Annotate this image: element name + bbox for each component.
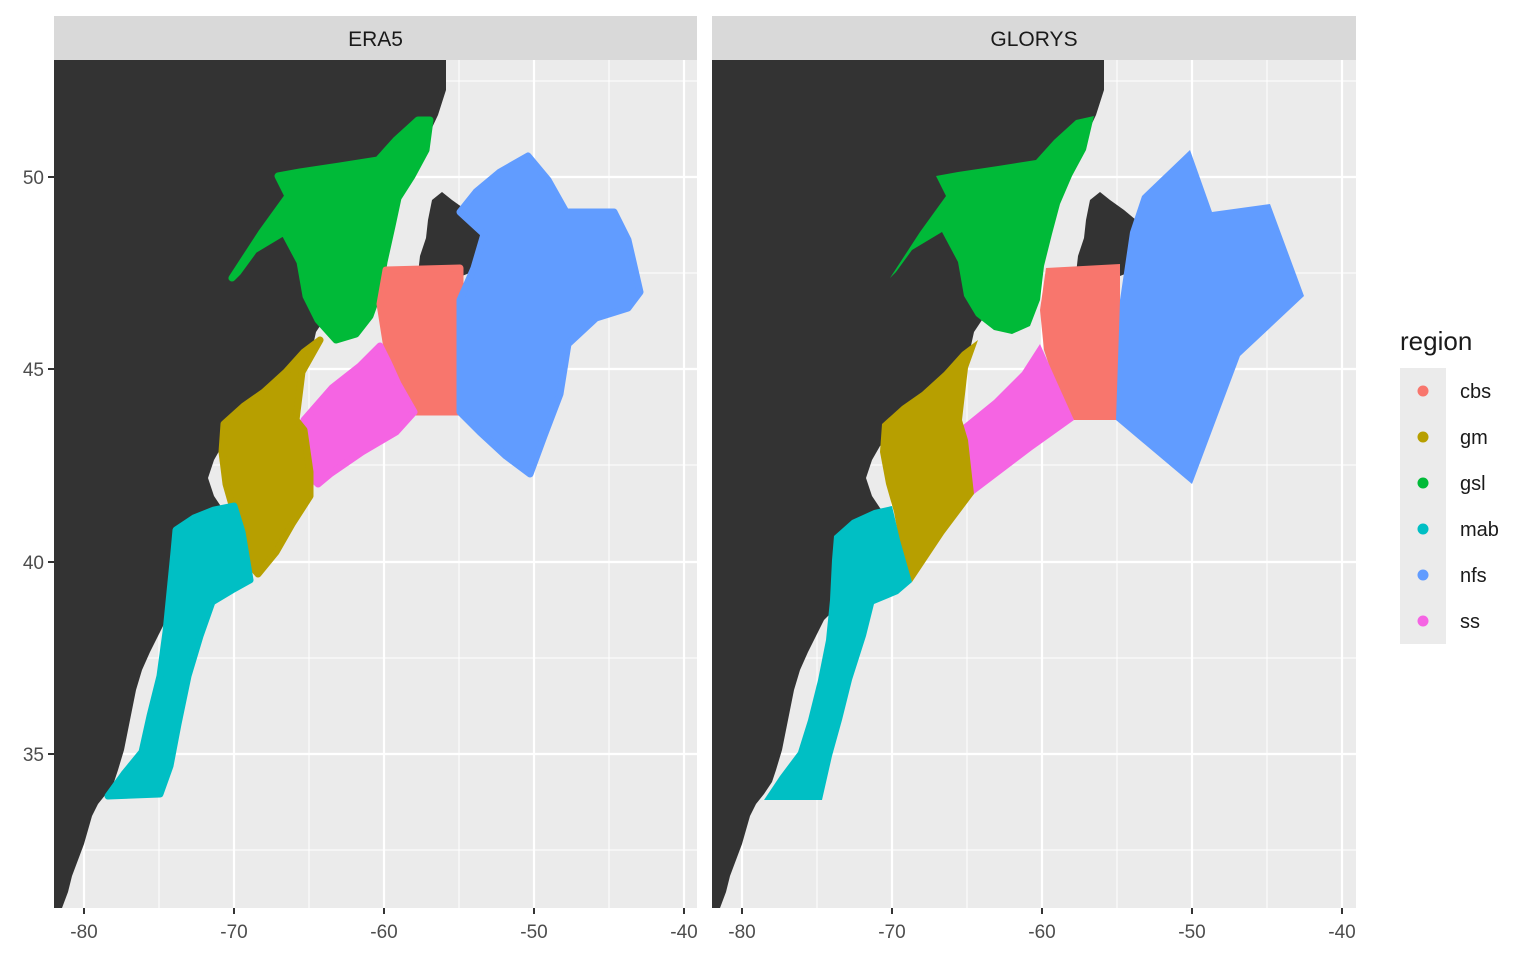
region-gsl-glorys bbox=[890, 116, 1094, 334]
x-tick-era5-minus40: -40 bbox=[670, 922, 697, 943]
x-tick-glorys-minus60: -60 bbox=[1028, 922, 1055, 943]
legend-label-nfs: nfs bbox=[1460, 565, 1487, 587]
x-tick-glorys-minus80: -80 bbox=[728, 922, 755, 943]
y-tick-40: 40 bbox=[23, 553, 44, 574]
panel-glorys: GLORYS bbox=[712, 16, 1356, 960]
legend-swatch-cbs bbox=[1417, 385, 1429, 397]
legend-label-gsl: gsl bbox=[1460, 473, 1486, 495]
x-margin-glorys bbox=[712, 908, 1356, 960]
strip-label-glorys: GLORYS bbox=[990, 28, 1077, 51]
y-tick-45: 45 bbox=[23, 360, 44, 381]
region-mab-glorys bbox=[764, 506, 912, 800]
region-gsl-era5 bbox=[228, 116, 434, 344]
region-mab-era5 bbox=[104, 502, 254, 800]
x-tick-glorys-minus50: -50 bbox=[1178, 922, 1205, 943]
x-axis-era5: -80 -70 -60 -50 -40 bbox=[70, 908, 698, 943]
y-tick-50: 50 bbox=[23, 168, 44, 189]
strip-glorys bbox=[712, 16, 1356, 60]
legend-swatch-gm bbox=[1417, 431, 1429, 443]
y-tick-35: 35 bbox=[23, 745, 44, 766]
legend-label-ss: ss bbox=[1460, 611, 1480, 633]
legend-label-mab: mab bbox=[1460, 519, 1499, 541]
region-cbs-glorys bbox=[1040, 264, 1120, 420]
strip-label-era5: ERA5 bbox=[348, 28, 403, 51]
x-tick-glorys-minus40: -40 bbox=[1328, 922, 1355, 943]
x-tick-glorys-minus70: -70 bbox=[878, 922, 905, 943]
x-tick-era5-minus50: -50 bbox=[520, 922, 547, 943]
x-tick-era5-minus80: -80 bbox=[70, 922, 97, 943]
region-nfs-era5 bbox=[456, 152, 644, 478]
legend-swatch-gsl bbox=[1417, 477, 1429, 489]
strip-era5 bbox=[54, 16, 697, 60]
legend-label-cbs: cbs bbox=[1460, 381, 1491, 403]
legend-swatch-mab bbox=[1417, 523, 1429, 535]
panel-era5: ERA5 bbox=[54, 16, 697, 960]
region-nfs-glorys bbox=[1116, 150, 1304, 484]
y-axis: 50 45 40 35 bbox=[23, 168, 54, 766]
legend-swatch-nfs bbox=[1417, 569, 1429, 581]
region-ss-glorys bbox=[962, 344, 1074, 494]
region-ss-era5 bbox=[300, 342, 418, 488]
legend-swatch-ss bbox=[1417, 615, 1429, 627]
legend-label-gm: gm bbox=[1460, 427, 1488, 449]
region-gm-glorys bbox=[880, 340, 978, 582]
legend-title: region bbox=[1400, 326, 1472, 356]
x-axis-glorys: -80 -70 -60 -50 -40 bbox=[728, 908, 1356, 943]
legend: region cbs gm gsl mab nfs ss bbox=[1400, 326, 1499, 644]
x-tick-era5-minus70: -70 bbox=[220, 922, 247, 943]
x-tick-era5-minus60: -60 bbox=[370, 922, 397, 943]
map-layers-era5 bbox=[54, 60, 644, 908]
map-layers-glorys bbox=[712, 60, 1304, 908]
x-margin-era5 bbox=[54, 908, 697, 960]
